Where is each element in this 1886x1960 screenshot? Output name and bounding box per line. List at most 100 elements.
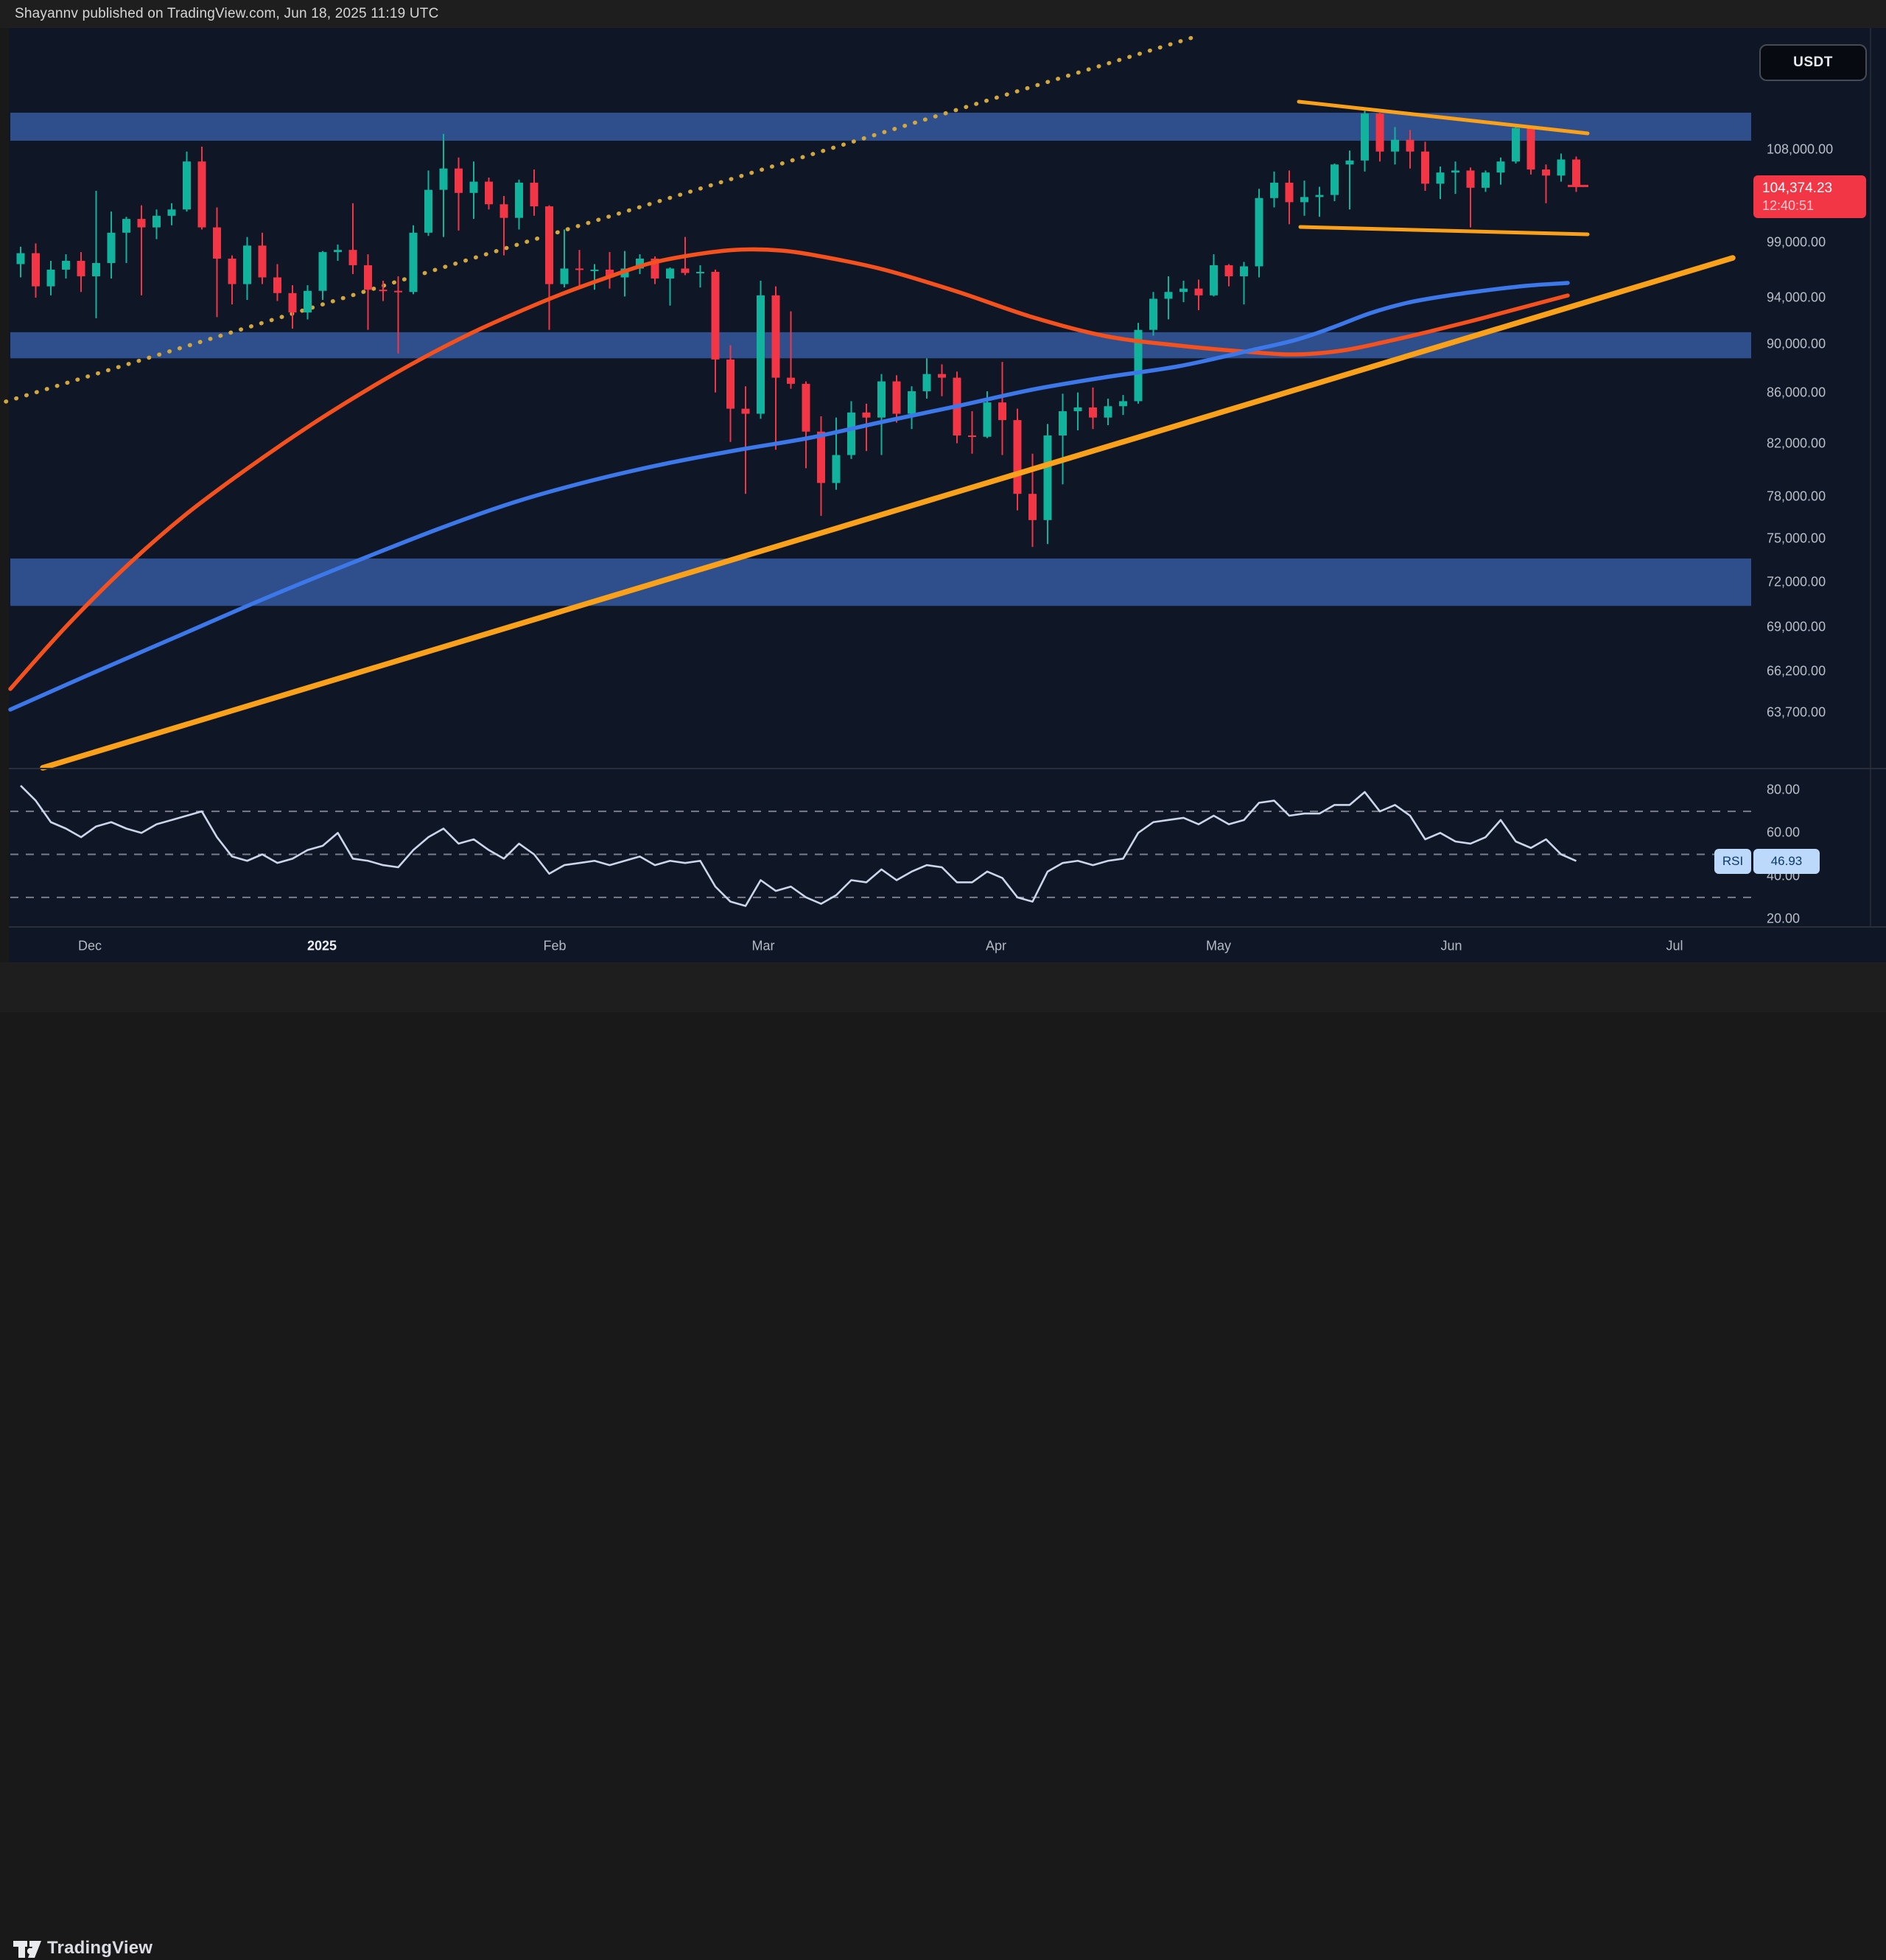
candle-body — [197, 161, 206, 228]
price-tick-label: 99,000.00 — [1767, 234, 1826, 250]
candle-body — [832, 455, 841, 483]
candle-body — [1361, 113, 1369, 161]
candle-body — [1134, 329, 1143, 402]
candles — [16, 111, 1580, 547]
candle-body — [606, 269, 614, 278]
candle-body — [862, 412, 871, 418]
candle-body — [243, 245, 251, 284]
candle-body — [183, 161, 191, 210]
candle-body — [32, 253, 40, 287]
wedge-upper-line[interactable] — [1297, 99, 1590, 136]
sr-zone — [10, 332, 1751, 359]
candle-body — [1089, 407, 1097, 418]
candle-body — [107, 232, 116, 263]
bar-countdown: 12:40:51 — [1762, 197, 1815, 213]
time-tick-label: 2025 — [306, 938, 337, 953]
candle-body — [757, 295, 765, 414]
support-trendline[interactable] — [40, 255, 1736, 771]
candle-body — [455, 168, 463, 193]
rsi-line[interactable] — [20, 785, 1577, 907]
candle-body — [1104, 406, 1112, 418]
candle-body — [1270, 182, 1278, 198]
candle-body — [77, 260, 85, 276]
rsi-value: 46.93 — [1753, 849, 1820, 874]
candle-body — [1285, 182, 1294, 203]
candle-body — [122, 219, 130, 233]
candle-body — [1179, 288, 1188, 293]
rsi-value-badge[interactable]: RSI 46.93 — [1714, 849, 1820, 874]
candle-body — [394, 290, 402, 293]
candle-body — [1512, 127, 1520, 162]
candle-body — [348, 250, 357, 265]
last-price-value: 104,374.23 — [1762, 180, 1833, 196]
price-tick-label: 63,700.00 — [1767, 704, 1826, 720]
candle-body — [16, 253, 25, 265]
candle-body — [545, 206, 553, 284]
chart-canvas[interactable] — [0, 0, 1886, 1012]
footer-brand[interactable]: TradingView — [47, 1938, 153, 1958]
candle-body — [1059, 411, 1067, 436]
candle-body — [877, 381, 886, 418]
candle-body — [1391, 139, 1399, 152]
candle-body — [439, 168, 448, 190]
candle-body — [590, 269, 599, 271]
candle-body — [1542, 169, 1550, 176]
candle-body — [1572, 159, 1580, 186]
time-tick-label: Dec — [77, 938, 102, 953]
candle-body — [1406, 139, 1414, 152]
quote-currency-label: USDT — [1793, 55, 1833, 70]
price-tick-label: 75,000.00 — [1767, 531, 1826, 546]
candle-body — [530, 182, 539, 207]
candle-body — [364, 265, 372, 290]
tradingview-logo-icon[interactable] — [13, 1941, 43, 1960]
quote-currency-button[interactable]: USDT — [1759, 44, 1867, 81]
ma-slow-line[interactable] — [8, 281, 1570, 712]
candle-body — [153, 215, 161, 228]
candle-body — [1331, 164, 1339, 195]
candle-body — [847, 412, 855, 455]
candle-body — [1557, 159, 1566, 176]
last-price-badge[interactable]: 104,374.23 12:40:51 — [1753, 175, 1866, 218]
price-tick-label: 72,000.00 — [1767, 574, 1826, 589]
price-tick-label: 66,200.00 — [1767, 663, 1826, 679]
candle-body — [1149, 298, 1157, 330]
candle-body — [469, 181, 478, 193]
candle-body — [304, 290, 312, 313]
ma-fast-line[interactable] — [8, 247, 1570, 691]
candle-body — [288, 293, 297, 313]
candle-body — [908, 391, 916, 414]
price-tick-label: 78,000.00 — [1767, 489, 1826, 504]
sr-zone — [10, 558, 1751, 606]
candle-body — [273, 277, 281, 293]
candle-body — [334, 250, 342, 253]
candle-body — [968, 435, 976, 438]
candle-body — [802, 383, 810, 432]
candle-body — [681, 268, 690, 273]
candle-body — [560, 268, 569, 284]
candle-body — [1210, 265, 1218, 295]
candle-body — [1345, 160, 1354, 165]
candle-body — [1436, 172, 1445, 184]
rsi-tick-label: 20.00 — [1767, 911, 1801, 926]
price-tick-label: 94,000.00 — [1767, 290, 1826, 305]
candle-body — [1028, 494, 1037, 520]
candle-body — [741, 408, 750, 414]
price-tick-label: 108,000.00 — [1767, 141, 1834, 157]
candle-body — [1043, 435, 1052, 520]
candle-body — [696, 271, 704, 273]
price-tick-label: 90,000.00 — [1767, 336, 1826, 351]
candle-body — [1466, 170, 1475, 188]
candle-body — [651, 259, 659, 279]
candle-body — [1375, 113, 1384, 152]
time-tick-label: Jul — [1666, 938, 1683, 953]
candle-body — [1073, 407, 1082, 412]
wedge-lower-line[interactable] — [1298, 225, 1590, 237]
candle-body — [787, 377, 795, 384]
publish-credit: Shayannv published on TradingView.com, J… — [15, 6, 439, 21]
dotted-trendline[interactable] — [4, 34, 1199, 404]
candle-body — [1194, 288, 1203, 295]
candle-body — [228, 259, 236, 284]
time-tick-label: Mar — [751, 938, 775, 953]
candle-body — [167, 209, 176, 216]
